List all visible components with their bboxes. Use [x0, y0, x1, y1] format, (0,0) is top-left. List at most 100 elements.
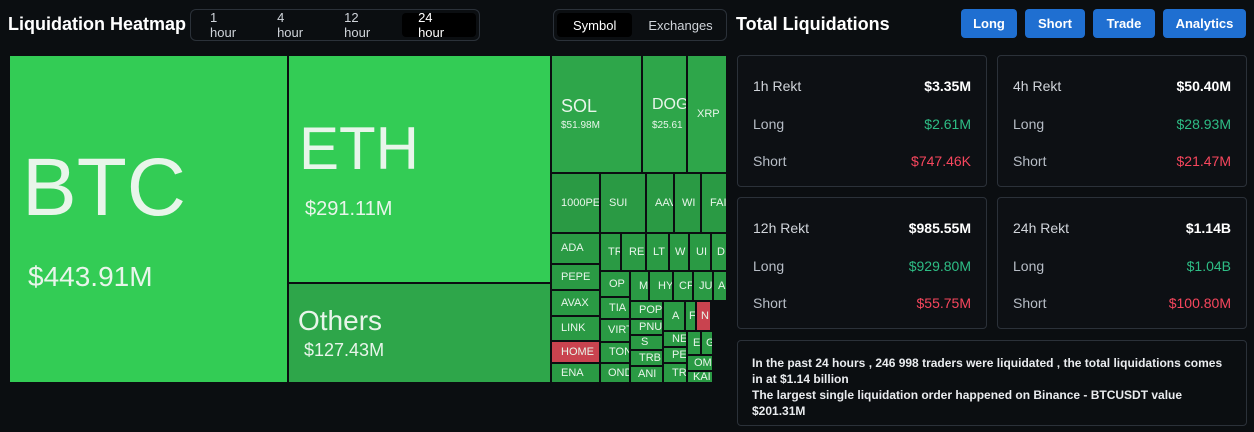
tile-symbol: TR: [672, 366, 687, 379]
treemap-tile[interactable]: POP: [630, 301, 663, 319]
treemap-tile[interactable]: WI: [674, 173, 701, 233]
treemap-tile[interactable]: TIA: [600, 297, 630, 319]
tile-symbol: RE: [629, 245, 645, 258]
tile-symbol: G: [706, 337, 712, 349]
treemap-tile[interactable]: RE: [621, 233, 646, 271]
treemap-tile[interactable]: Others $127.43M: [288, 283, 551, 383]
treemap-tile[interactable]: BTC $443.91M: [9, 55, 288, 383]
treemap-tile[interactable]: N: [696, 301, 711, 331]
treemap-tile[interactable]: S: [630, 335, 663, 350]
treemap-tile[interactable]: LINK: [551, 316, 600, 341]
tile-symbol: HOME: [561, 345, 594, 358]
action-button[interactable]: Short: [1025, 9, 1085, 38]
action-button[interactable]: Long: [961, 9, 1017, 38]
tile-symbol: VIRT: [608, 324, 629, 336]
tile-symbol: LT: [653, 245, 666, 258]
row-label: Short: [753, 153, 787, 169]
treemap-tile[interactable]: ADA: [551, 233, 600, 264]
tile-symbol: TRB: [639, 351, 661, 364]
treemap-tile[interactable]: FAI: [701, 173, 727, 233]
treemap-tile[interactable]: TRB: [630, 350, 663, 366]
row-label: Short: [1013, 153, 1047, 169]
row-value: $100.80M: [1168, 295, 1231, 311]
row-value: $21.47M: [1176, 153, 1231, 169]
treemap-tile[interactable]: M: [630, 271, 649, 301]
tile-symbol: W: [675, 245, 686, 258]
treemap-tile[interactable]: 1000PE: [551, 173, 600, 233]
treemap-tile[interactable]: OND: [600, 363, 630, 383]
card-row: Short $55.75M: [753, 295, 971, 311]
treemap-tile[interactable]: PEPE: [551, 264, 600, 290]
treemap-tile[interactable]: G: [701, 331, 713, 355]
card-row: Short $21.47M: [1013, 153, 1231, 169]
row-value: $28.93M: [1176, 116, 1231, 132]
treemap-tile[interactable]: D: [711, 233, 727, 271]
treemap-tile[interactable]: NE: [663, 331, 687, 347]
treemap-tile[interactable]: TR: [600, 233, 621, 271]
treemap-tile[interactable]: SOL $51.98M: [551, 55, 642, 173]
time-tab[interactable]: 4 hour: [277, 10, 304, 40]
treemap-tile[interactable]: TON: [600, 342, 630, 363]
tile-value: $127.43M: [304, 340, 385, 360]
toggle-option[interactable]: Exchanges: [648, 17, 713, 33]
treemap-tile[interactable]: DOG $25.61: [642, 55, 687, 173]
treemap-tile[interactable]: HY: [649, 271, 673, 301]
treemap-tile[interactable]: E: [687, 331, 701, 355]
tile-symbol: TR: [608, 245, 620, 258]
tile-symbol: OND: [608, 366, 629, 379]
treemap-tile[interactable]: XRP: [687, 55, 727, 173]
row-label: Long: [1013, 258, 1045, 274]
tile-symbol: NE: [672, 332, 687, 345]
treemap-tile[interactable]: ETH $291.11M: [288, 55, 551, 283]
treemap-tile[interactable]: AVAX: [551, 290, 600, 316]
action-button[interactable]: Trade: [1093, 9, 1155, 38]
time-tab[interactable]: 24 hour: [402, 10, 476, 40]
toggle-option[interactable]: Symbol: [557, 13, 633, 37]
treemap-tile[interactable]: AAV: [646, 173, 674, 233]
tile-symbol: E: [693, 336, 701, 349]
treemap-tile[interactable]: ENA: [551, 363, 600, 383]
tile-symbol: SOL: [561, 96, 598, 116]
treemap-tile[interactable]: TR: [663, 363, 687, 383]
treemap-tile[interactable]: OP: [600, 271, 630, 297]
treemap-tile[interactable]: KAI: [687, 371, 713, 383]
treemap-tile[interactable]: VIRT: [600, 319, 630, 342]
treemap-tile[interactable]: LT: [646, 233, 669, 271]
action-button[interactable]: Analytics: [1163, 9, 1246, 38]
time-tab[interactable]: 1 hour: [210, 10, 237, 40]
treemap-tile[interactable]: A: [663, 301, 685, 331]
treemap-tile[interactable]: HOME: [551, 341, 600, 363]
rekt-card: 24h Rekt $1.14B Long $1.04B Short $100.80M: [997, 197, 1247, 329]
tile-symbol: KAI: [693, 371, 711, 383]
treemap-tile[interactable]: PE: [663, 347, 687, 363]
tile-symbol: DOG: [652, 96, 687, 113]
summary-line: The largest single liquidation order hap…: [752, 388, 1183, 418]
tile-symbol: HY: [658, 279, 673, 292]
treemap-tile[interactable]: A: [713, 271, 727, 301]
treemap-tile[interactable]: CF: [673, 271, 693, 301]
treemap-tile[interactable]: SUI: [600, 173, 646, 233]
treemap-tile[interactable]: JU: [693, 271, 713, 301]
treemap-tile[interactable]: W: [669, 233, 689, 271]
tile-symbol: AVAX: [561, 296, 589, 309]
treemap-tile[interactable]: PNU: [630, 319, 663, 335]
time-tab[interactable]: 12 hour: [344, 10, 371, 40]
tile-symbol: XRP: [697, 107, 720, 120]
card-title: 1h Rekt: [753, 78, 802, 94]
card-header: 24h Rekt $1.14B: [1013, 220, 1231, 236]
view-toggle: Symbol Exchanges: [553, 9, 727, 41]
treemap-tile[interactable]: F: [685, 301, 696, 331]
tile-symbol: OP: [609, 277, 625, 290]
card-title: 4h Rekt: [1013, 78, 1062, 94]
tile-symbol: FAI: [710, 196, 727, 209]
treemap-tile[interactable]: ANI: [630, 366, 663, 383]
card-row: Short $747.46K: [753, 153, 971, 169]
tile-symbol: SUI: [609, 196, 628, 209]
treemap-tile[interactable]: UI: [689, 233, 711, 271]
tile-symbol: TIA: [609, 301, 627, 314]
treemap-tile[interactable]: OM: [687, 355, 713, 371]
card-row: Long $28.93M: [1013, 116, 1231, 132]
summary-box: In the past 24 hours , 246 998 traders w…: [737, 340, 1247, 426]
card-row: Long $1.04B: [1013, 258, 1231, 274]
card-total: $3.35M: [924, 78, 971, 94]
